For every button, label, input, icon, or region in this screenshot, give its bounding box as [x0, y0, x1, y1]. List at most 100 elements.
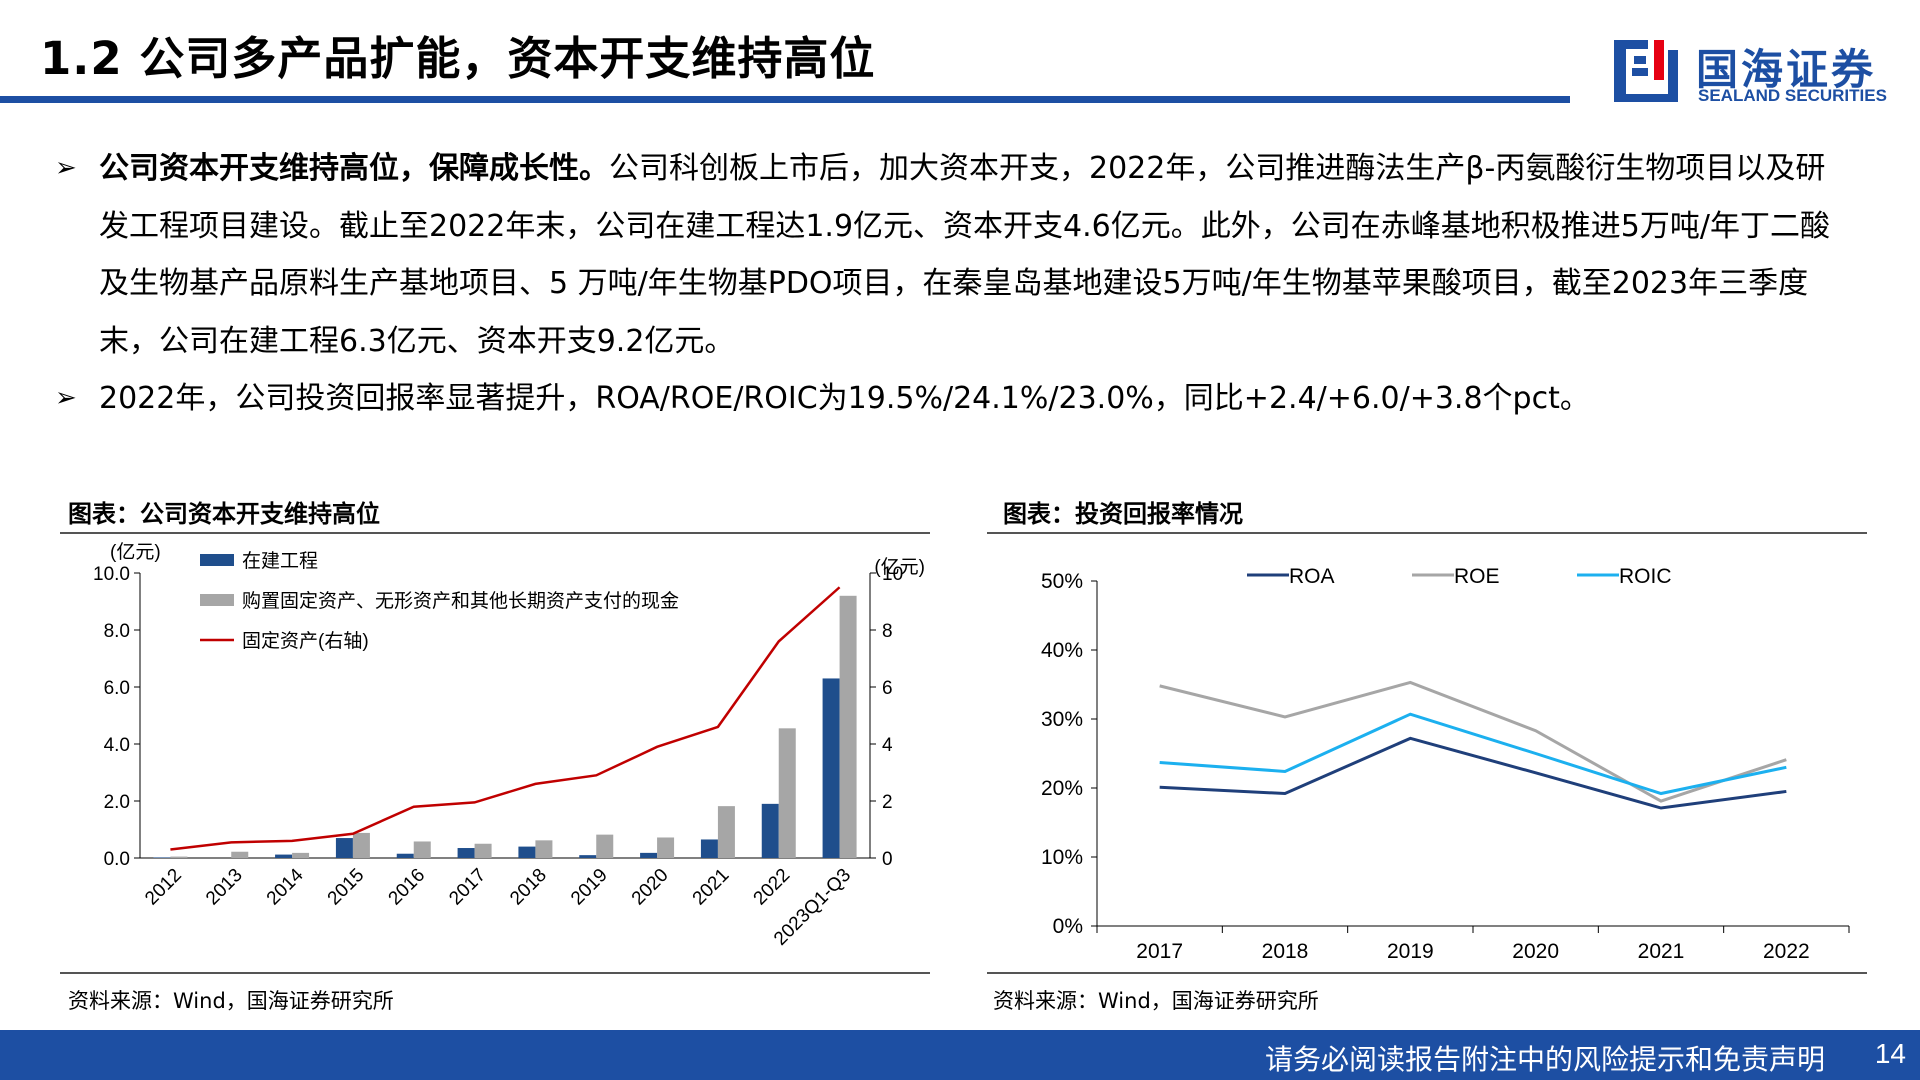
- x-tick-label: 2018: [506, 865, 551, 910]
- bar: [579, 855, 597, 858]
- left-figure-title: 图表：公司资本开支维持高位: [68, 499, 380, 528]
- title-underline: [0, 96, 1570, 103]
- y-tick-label: 40%: [1041, 639, 1083, 662]
- legend-swatch: [200, 594, 234, 606]
- y-tick-label: 2.0: [104, 792, 130, 813]
- right-figure-title: 图表：投资回报率情况: [1003, 499, 1243, 528]
- bar: [640, 852, 658, 858]
- y-tick-label: 6.0: [104, 678, 130, 699]
- fixed-assets-line: [170, 586, 841, 851]
- bar: [700, 839, 718, 858]
- bullet-list: ➢ 公司资本开支维持高位，保障成长性。公司科创板上市后，加大资本开支，2022年…: [55, 140, 1855, 428]
- bar: [535, 840, 553, 858]
- series-line-roic: [1159, 712, 1787, 796]
- bar: [275, 854, 293, 858]
- bar: [717, 806, 735, 858]
- y-tick-label: 10%: [1041, 846, 1083, 869]
- x-tick-label: 2018: [1262, 940, 1309, 963]
- bullet-text: 公司科创板上市后，加大资本开支，2022年，公司推进酶法生产β-丙氨酸衍生物项目…: [99, 151, 1830, 359]
- series-line-roa: [1159, 736, 1787, 810]
- y2-tick-label: 6: [882, 678, 893, 699]
- bar: [839, 595, 857, 858]
- bar: [822, 678, 840, 858]
- legend-label: ROE: [1454, 565, 1500, 588]
- bar: [153, 857, 171, 858]
- left-figure-rule: [60, 532, 930, 534]
- x-tick-label: 2021: [1638, 940, 1685, 963]
- bar: [657, 837, 675, 858]
- roi-chart: 0% 10% 20% 30% 40% 50% 2017 2018 2019 2020 2021 202…: [1041, 565, 1850, 963]
- x-tick-label: 2022: [750, 865, 795, 910]
- x-tick-label: 2017: [445, 865, 490, 910]
- right-figure-source: 资料来源：Wind，国海证券研究所: [993, 989, 1319, 1013]
- slide-title: 1.2 公司多产品扩能，资本开支维持高位: [40, 32, 876, 85]
- right-figure-bottom-rule: [987, 972, 1867, 974]
- series-line-roe: [1159, 680, 1787, 803]
- x-tick-label: 2015: [324, 865, 369, 910]
- company-logo: 国海证券 SEALAND SECURITIES: [1610, 36, 1910, 108]
- y-tick-label: 4.0: [104, 735, 130, 756]
- bar: [457, 848, 475, 858]
- bar: [231, 851, 249, 858]
- legend-swatch: [200, 554, 234, 566]
- left-figure-bottom-rule: [60, 972, 930, 974]
- arrow-bullet-icon: ➢: [55, 383, 77, 413]
- x-tick-label: 2019: [567, 865, 612, 910]
- bar: [352, 832, 370, 858]
- x-tick-label: 2022: [1763, 940, 1810, 963]
- legend-label: 在建工程: [242, 550, 318, 572]
- bar: [596, 834, 614, 858]
- bar: [335, 838, 353, 858]
- bullet-lead: 公司资本开支维持高位，保障成长性。: [99, 151, 609, 186]
- y-tick-label: 50%: [1041, 570, 1083, 593]
- legend-label: 购置固定资产、无形资产和其他长期资产支付的现金: [242, 590, 679, 612]
- x-tick-label: 2020: [1512, 940, 1559, 963]
- y2-tick-label: 2: [882, 792, 893, 813]
- page-number: 14: [1874, 1038, 1906, 1069]
- left-figure-source: 资料来源：Wind，国海证券研究所: [68, 989, 394, 1013]
- y2-axis-unit-label: (亿元): [874, 556, 925, 578]
- y-tick-label: 20%: [1041, 777, 1083, 800]
- legend-label: 固定资产(右轴): [242, 630, 369, 652]
- bullet-text: 2022年，公司投资回报率显著提升，ROA/ROE/ROIC为19.5%/24.…: [99, 381, 1590, 416]
- slide-header: 1.2 公司多产品扩能，资本开支维持高位 国海证券 SEALAND SECURI…: [0, 0, 1920, 108]
- legend-label: ROA: [1289, 565, 1335, 588]
- slide-footer: 请务必阅读报告附注中的风险提示和免责声明 14: [0, 1030, 1920, 1080]
- y2-tick-label: 0: [882, 849, 893, 870]
- right-figure-rule: [987, 532, 1867, 534]
- arrow-bullet-icon: ➢: [55, 153, 77, 183]
- x-tick-label: 2020: [628, 865, 673, 910]
- bar: [170, 856, 188, 858]
- bullet-item: ➢ 公司资本开支维持高位，保障成长性。公司科创板上市后，加大资本开支，2022年…: [55, 140, 1855, 370]
- x-tick-label: 2013: [202, 865, 247, 910]
- sealand-logo-icon: [1614, 40, 1678, 102]
- bar: [413, 841, 431, 858]
- bar: [474, 843, 492, 858]
- x-tick-label: 2016: [385, 865, 430, 910]
- bar: [292, 852, 310, 858]
- y2-tick-label: 8: [882, 621, 893, 642]
- x-tick-label: 2012: [141, 865, 186, 910]
- legend-label: ROIC: [1619, 565, 1672, 588]
- disclaimer-text: 请务必阅读报告附注中的风险提示和免责声明: [1264, 1043, 1825, 1076]
- y-tick-label: 8.0: [104, 621, 130, 642]
- y2-tick-label: 4: [882, 735, 893, 756]
- x-tick-label: 2014: [263, 864, 308, 909]
- x-tick-label: 2021: [689, 865, 734, 910]
- x-tick-label: 2019: [1387, 940, 1434, 963]
- bar: [761, 803, 779, 858]
- x-tick-label: 2017: [1136, 940, 1183, 963]
- bar: [396, 853, 414, 858]
- y-tick-label: 10.0: [93, 564, 130, 585]
- y2-tick-label: 10: [882, 564, 903, 585]
- logo-chinese-name: 国海证券: [1696, 45, 1877, 94]
- y-tick-label: 0.0: [104, 849, 130, 870]
- y-axis-unit-label: (亿元): [110, 541, 161, 563]
- bar: [778, 728, 796, 858]
- y-tick-label: 30%: [1041, 708, 1083, 731]
- bullet-item: ➢ 2022年，公司投资回报率显著提升，ROA/ROE/ROIC为19.5%/2…: [55, 370, 1855, 428]
- y-tick-label: 0%: [1053, 915, 1083, 938]
- logo-english-name: SEALAND SECURITIES: [1698, 86, 1887, 105]
- bar: [518, 846, 536, 858]
